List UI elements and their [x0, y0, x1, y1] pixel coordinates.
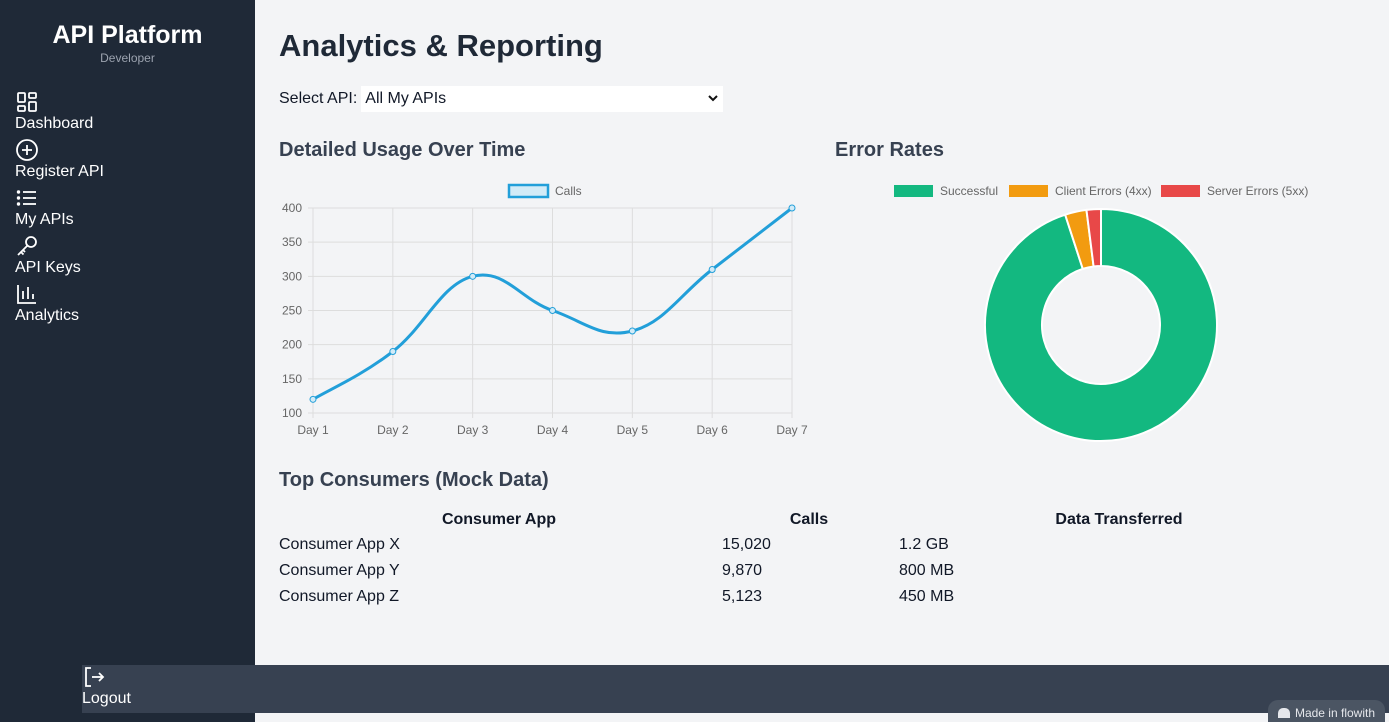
- table-row: Consumer App X 15,020 1.2 GB: [279, 532, 1339, 558]
- consumers-title: Top Consumers (Mock Data): [279, 469, 549, 491]
- legend-label-0: Successful: [940, 184, 998, 198]
- calls-data-point: [309, 395, 317, 403]
- y-tick-label: 400: [282, 201, 302, 215]
- error-donut-chart: Successful Client Errors (4xx) Server Erro…: [894, 184, 1308, 442]
- watermark-text: Made in flowith: [1294, 706, 1375, 720]
- sidebar-item-label: Dashboard: [15, 115, 94, 132]
- calls-data-point: [628, 327, 636, 335]
- chevron-down-icon: [707, 92, 719, 107]
- list-icon: [15, 186, 39, 210]
- plus-circle-icon: [15, 138, 39, 162]
- api-select-value: All My APIs: [365, 90, 447, 107]
- legend-label-calls: Calls: [555, 184, 582, 198]
- x-tick-label: Day 3: [457, 423, 489, 437]
- legend-swatch-calls: [507, 183, 550, 199]
- sidebar-item-label: Analytics: [15, 307, 80, 324]
- brand-title: API Platform: [52, 21, 203, 49]
- api-select-row: Select API: All My APIs: [279, 86, 724, 112]
- logout-bar: Logout: [82, 665, 1389, 713]
- y-tick-label: 250: [282, 304, 302, 318]
- x-tick-label: Day 5: [617, 423, 649, 437]
- y-tick-label: 100: [282, 406, 302, 420]
- api-select[interactable]: All My APIs: [361, 86, 724, 112]
- brand: API Platform Developer: [0, 0, 255, 66]
- cell-consumer-app: Consumer App Z: [279, 588, 400, 605]
- cell-consumer-app: Consumer App X: [279, 536, 400, 553]
- x-tick-label: Day 7: [776, 423, 808, 437]
- error-chart-title: Error Rates: [835, 139, 944, 161]
- cell-calls: 15,020: [722, 536, 771, 553]
- y-tick-label: 150: [282, 372, 302, 386]
- calls-data-point: [389, 348, 397, 355]
- x-tick-label: Day 4: [537, 423, 569, 437]
- donut-slice-2: [1085, 207, 1102, 268]
- cell-data-transferred: 1.2 GB: [899, 536, 949, 553]
- brand-role: Developer: [100, 51, 155, 65]
- table-row: Consumer App Z 5,123 450 MB: [279, 584, 1339, 610]
- sidebar-item-label: Register API: [15, 163, 104, 180]
- donut-slice-0: [984, 207, 1218, 442]
- y-tick-label: 350: [282, 235, 302, 249]
- sidebar-item-label: API Keys: [15, 259, 81, 276]
- calls-data-point: [708, 266, 716, 273]
- legend-label-1: Client Errors (4xx): [1055, 184, 1152, 198]
- sidebar-item-dashboard[interactable]: Dashboard: [15, 90, 104, 138]
- grid-icon: [15, 90, 39, 114]
- logout-button[interactable]: Logout: [82, 665, 131, 710]
- sidebar-item-my-apis[interactable]: My APIs: [15, 186, 104, 234]
- table-row: Consumer App Y 9,870 800 MB: [279, 558, 1339, 584]
- legend-label-2: Server Errors (5xx): [1207, 184, 1308, 198]
- sidebar-item-analytics[interactable]: Analytics: [15, 282, 104, 330]
- column-header-consumer-app: Consumer App: [441, 511, 557, 528]
- table-header-row: Consumer App Calls Data Transferred: [279, 508, 1339, 532]
- x-tick-label: Day 1: [297, 423, 329, 437]
- calls-data-point: [788, 204, 796, 212]
- legend-swatch-2: [1161, 185, 1200, 197]
- key-icon: [15, 234, 39, 258]
- usage-line-chart: Calls 100 150 200 250 300 350 400 Day 1 Day 2 Day …: [282, 183, 808, 437]
- sidebar-item-api-keys[interactable]: API Keys: [15, 234, 104, 282]
- bar-chart-icon: [15, 282, 39, 306]
- cell-calls: 5,123: [722, 588, 763, 605]
- logout-label: Logout: [82, 690, 131, 707]
- sidebar-item-register-api[interactable]: Register API: [15, 138, 104, 186]
- sidebar-nav: Dashboard Register API My APIs: [15, 90, 104, 330]
- legend-swatch-1: [1009, 185, 1048, 197]
- flowith-logo-icon: [1277, 708, 1290, 718]
- legend-swatch-0: [894, 185, 933, 197]
- y-tick-label: 300: [282, 269, 302, 283]
- select-api-label: Select API:: [279, 90, 358, 107]
- cell-consumer-app: Consumer App Y: [279, 562, 400, 579]
- calls-data-point: [469, 272, 477, 280]
- consumers-table: Consumer App Calls Data Transferred Cons…: [279, 508, 1339, 610]
- sidebar-item-label: My APIs: [15, 211, 74, 228]
- cell-calls: 9,870: [722, 562, 763, 579]
- sidebar: API Platform Developer Dashboard Registe…: [0, 0, 255, 722]
- column-header-data-transferred: Data Transferred: [1055, 511, 1183, 528]
- y-tick-label: 200: [282, 338, 302, 352]
- calls-data-point: [549, 307, 556, 314]
- usage-chart-title: Detailed Usage Over Time: [279, 139, 526, 161]
- x-tick-label: Day 2: [377, 423, 409, 437]
- logout-icon: [82, 665, 106, 689]
- column-header-calls: Calls: [789, 511, 829, 528]
- cell-data-transferred: 800 MB: [899, 562, 955, 579]
- page-title: Analytics & Reporting: [279, 28, 603, 63]
- watermark-badge[interactable]: Made in flowith: [1267, 700, 1385, 722]
- x-tick-label: Day 6: [696, 423, 728, 437]
- cell-data-transferred: 450 MB: [899, 588, 955, 605]
